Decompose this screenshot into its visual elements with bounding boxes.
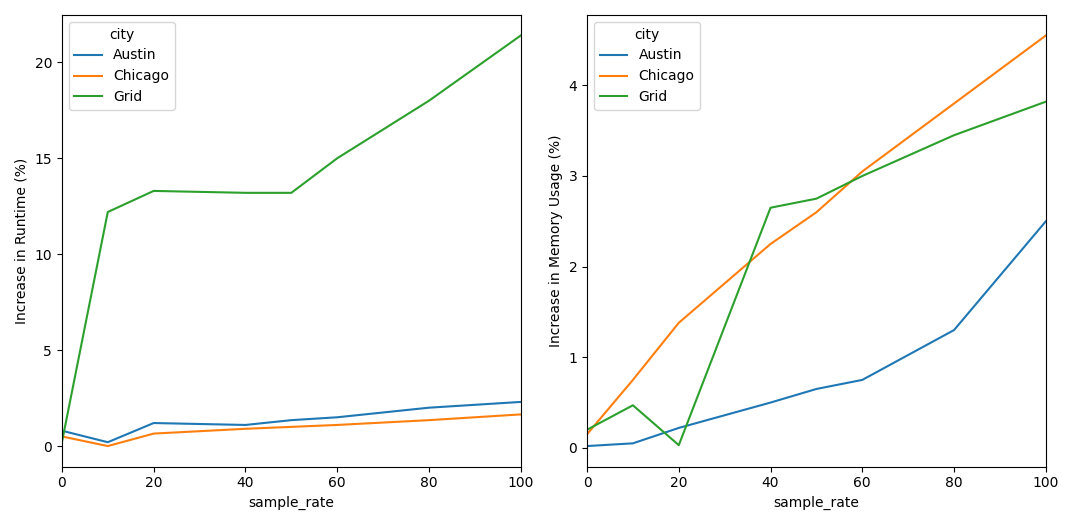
Austin: [147, 420, 160, 426]
Austin: [422, 405, 435, 411]
Chicago: [672, 320, 685, 326]
Chicago: [422, 417, 435, 423]
Grid: [147, 188, 160, 194]
Chicago: [240, 426, 252, 432]
Chicago: [1040, 33, 1053, 39]
Grid: [581, 427, 594, 433]
Grid: [101, 209, 114, 215]
Chicago: [764, 241, 777, 247]
Austin: [240, 422, 252, 428]
Grid: [626, 402, 639, 408]
Y-axis label: Increase in Memory Usage (%): Increase in Memory Usage (%): [549, 134, 563, 347]
Austin: [331, 414, 344, 421]
Line: Grid: Grid: [62, 36, 521, 442]
Grid: [331, 155, 344, 162]
Grid: [422, 98, 435, 104]
Chicago: [581, 431, 594, 437]
Chicago: [101, 443, 114, 449]
X-axis label: sample_rate: sample_rate: [773, 496, 859, 510]
Legend: Austin, Chicago, Grid: Austin, Chicago, Grid: [594, 22, 700, 110]
Grid: [240, 190, 252, 196]
Austin: [285, 417, 297, 423]
Chicago: [856, 169, 869, 175]
Austin: [626, 440, 639, 446]
X-axis label: sample_rate: sample_rate: [248, 496, 334, 510]
Austin: [947, 327, 960, 333]
Grid: [285, 190, 297, 196]
Austin: [101, 439, 114, 445]
Chicago: [56, 433, 69, 439]
Line: Chicago: Chicago: [587, 36, 1046, 434]
Chicago: [810, 209, 823, 215]
Austin: [56, 427, 69, 434]
Grid: [1040, 99, 1053, 105]
Austin: [1040, 218, 1053, 225]
Grid: [672, 442, 685, 448]
Line: Chicago: Chicago: [62, 414, 521, 446]
Line: Austin: Austin: [587, 222, 1046, 446]
Austin: [856, 377, 869, 383]
Austin: [514, 399, 527, 405]
Chicago: [147, 430, 160, 437]
Austin: [764, 400, 777, 406]
Line: Austin: Austin: [62, 402, 521, 442]
Grid: [810, 195, 823, 202]
Chicago: [514, 411, 527, 417]
Austin: [672, 425, 685, 431]
Y-axis label: Increase in Runtime (%): Increase in Runtime (%): [15, 158, 29, 324]
Grid: [764, 205, 777, 211]
Line: Grid: Grid: [587, 102, 1046, 445]
Austin: [810, 386, 823, 392]
Grid: [947, 132, 960, 139]
Grid: [514, 33, 527, 39]
Grid: [56, 439, 69, 445]
Austin: [581, 443, 594, 449]
Chicago: [947, 100, 960, 107]
Chicago: [626, 377, 639, 383]
Chicago: [285, 424, 297, 430]
Grid: [856, 173, 869, 179]
Chicago: [331, 422, 344, 428]
Legend: Austin, Chicago, Grid: Austin, Chicago, Grid: [69, 22, 175, 110]
